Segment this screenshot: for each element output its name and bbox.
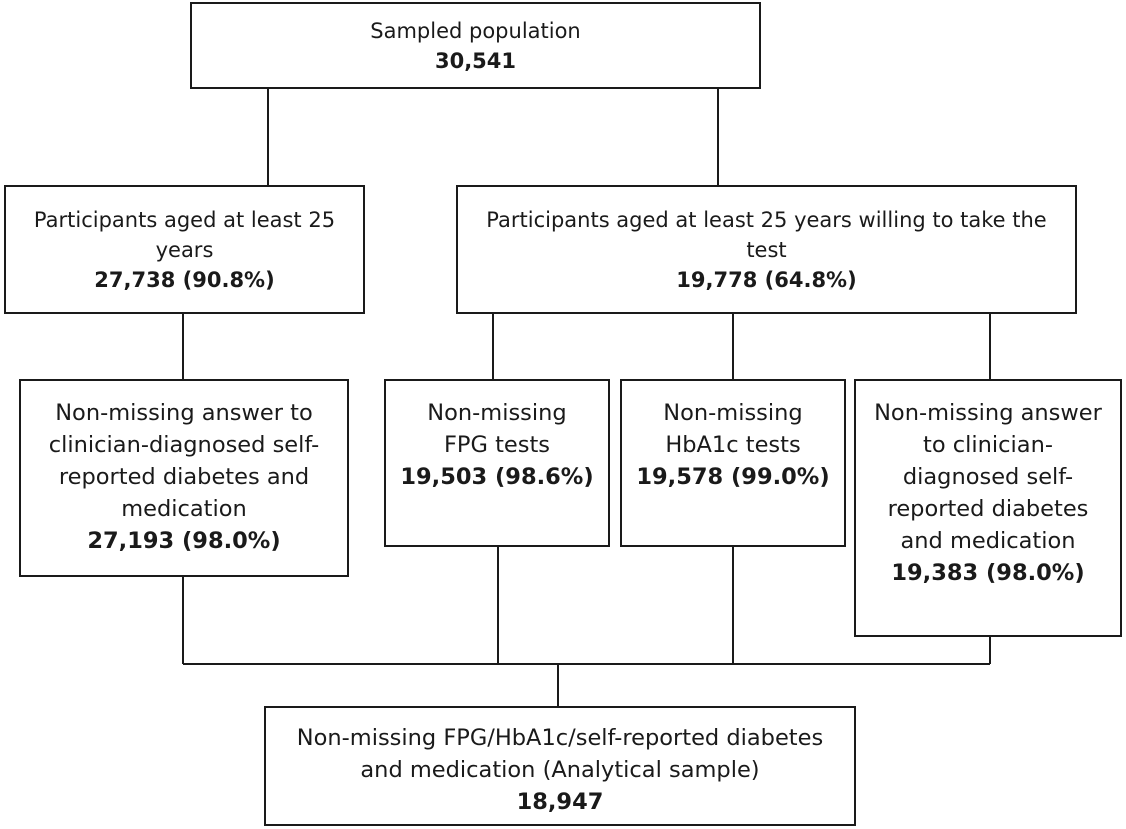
node-aged-25: Participants aged at least 25 years 27,7… (4, 185, 365, 314)
node-sampled-population-label: Sampled population (370, 19, 581, 43)
node-selfreport-willing-count: 19,383 (98.0%) (891, 560, 1085, 586)
node-selfreport-all-label: Non-missing answer to clinician-diagnose… (48, 400, 320, 522)
node-selfreport-all-count: 27,193 (98.0%) (87, 528, 281, 554)
node-sampled-population: Sampled population 30,541 (190, 2, 761, 89)
node-fpg-tests-count: 19,503 (98.6%) (400, 464, 594, 490)
node-willing-test-count: 19,778 (64.8%) (676, 268, 857, 292)
node-aged-25-count: 27,738 (90.8%) (94, 268, 275, 292)
node-willing-test-label: Participants aged at least 25 years will… (486, 208, 1047, 262)
node-fpg-tests-label: Non-missing FPG tests (427, 400, 567, 458)
node-hba1c-tests-label: Non-missing HbA1c tests (663, 400, 803, 458)
node-selfreport-willing: Non-missing answer to clinician-diagnose… (854, 379, 1122, 637)
node-fpg-tests: Non-missing FPG tests 19,503 (98.6%) (384, 379, 610, 547)
node-hba1c-tests-count: 19,578 (99.0%) (636, 464, 830, 490)
node-willing-test: Participants aged at least 25 years will… (456, 185, 1077, 314)
node-aged-25-label: Participants aged at least 25 years (33, 208, 336, 262)
node-analytical-sample: Non-missing FPG/HbA1c/self-reported diab… (264, 706, 856, 826)
node-analytical-sample-count: 18,947 (516, 789, 604, 815)
node-sampled-population-count: 30,541 (434, 49, 517, 73)
node-analytical-sample-label: Non-missing FPG/HbA1c/self-reported diab… (296, 725, 824, 783)
node-selfreport-all: Non-missing answer to clinician-diagnose… (19, 379, 349, 577)
node-selfreport-willing-label: Non-missing answer to clinician-diagnose… (874, 400, 1102, 554)
node-hba1c-tests: Non-missing HbA1c tests 19,578 (99.0%) (620, 379, 846, 547)
